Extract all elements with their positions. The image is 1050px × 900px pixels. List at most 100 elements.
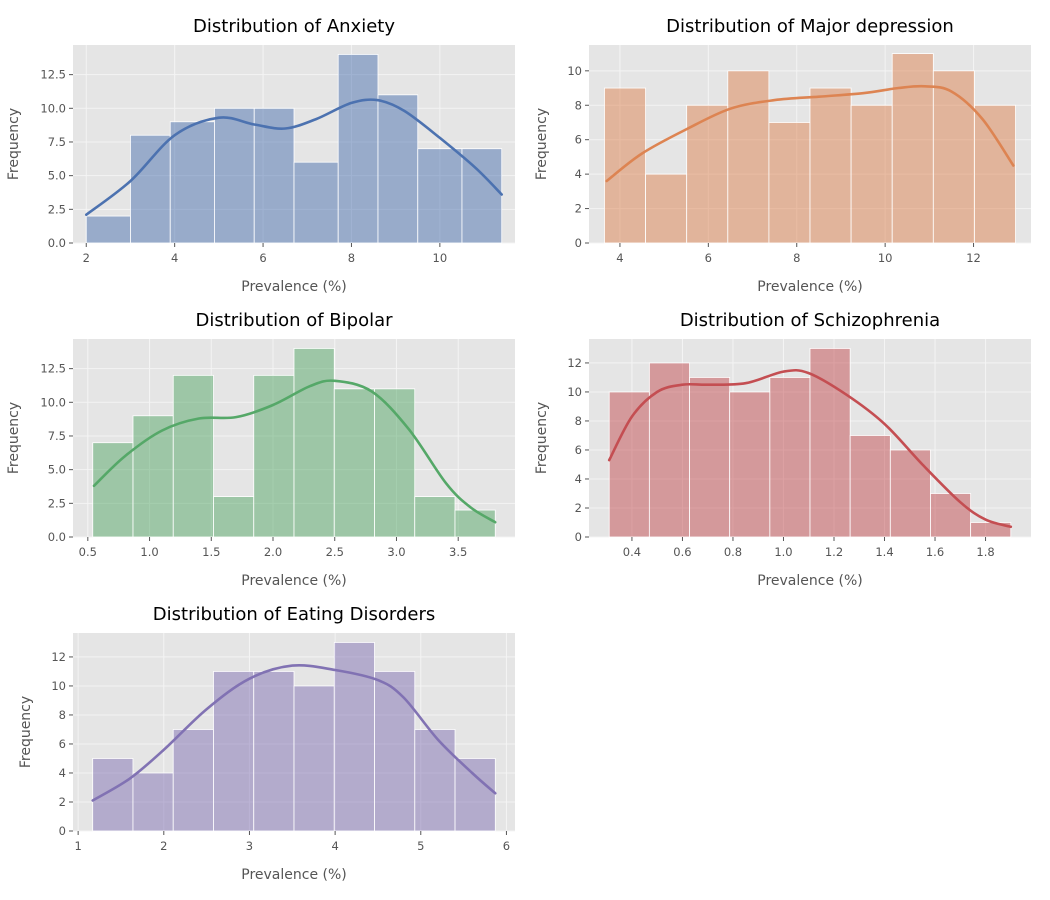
histogram-bar (768, 122, 811, 244)
x-tick-label: 8 (348, 251, 355, 265)
histogram-bar (891, 53, 934, 244)
x-tick-label: 0.6 (673, 545, 691, 559)
histogram-bar (689, 377, 731, 538)
x-tick-label: 4 (331, 839, 338, 853)
x-tick-label: 6 (259, 251, 266, 265)
y-tick-label: 7.5 (48, 429, 66, 443)
histogram-bar (253, 671, 295, 832)
y-tick-label: 0 (59, 824, 66, 838)
histogram-bar (974, 104, 1016, 244)
chart-title: Distribution of Eating Disorders (153, 604, 435, 625)
subplot-4: 0.4 0.6 0.8 1.0 1.2 1.4 1.6 1.8 0 2 4 6 8 10 12 Distrib… (534, 310, 1031, 589)
x-tick-label: 4 (616, 251, 623, 265)
x-tick-label: 2.0 (264, 545, 282, 559)
y-tick-label: 0 (575, 530, 582, 544)
chart-title: Distribution of Major depression (666, 16, 954, 37)
histogram-bar (849, 435, 891, 538)
x-tick-label: 0.5 (79, 545, 97, 559)
histogram-bar (850, 104, 893, 244)
y-tick-label: 4 (59, 766, 66, 780)
x-tick-label: 2 (83, 251, 90, 265)
chart-title: Distribution of Bipolar (195, 310, 393, 331)
y-axis-label: Frequency (534, 402, 550, 474)
y-tick-label: 8 (59, 708, 66, 722)
y-tick-label: 7.5 (48, 135, 66, 149)
x-tick-label: 1.0 (140, 545, 158, 559)
y-tick-label: 6 (59, 737, 66, 751)
histogram-bar (172, 729, 214, 832)
histogram-bar (92, 442, 134, 538)
y-tick-label: 2 (575, 202, 582, 216)
histogram-bar (172, 374, 214, 538)
x-axis-label: Prevalence (%) (241, 279, 347, 295)
x-tick-label: 1.0 (774, 545, 792, 559)
histogram-bar (932, 70, 975, 244)
y-tick-label: 2.5 (48, 496, 66, 510)
y-tick-label: 0.0 (48, 236, 66, 250)
y-tick-label: 0.0 (48, 530, 66, 544)
kde-line (85, 98, 503, 216)
y-tick-label: 4 (575, 472, 582, 486)
y-tick-label: 10 (51, 679, 66, 693)
y-tick-label: 2 (575, 501, 582, 515)
x-tick-label: 3 (246, 839, 253, 853)
x-tick-label: 2.5 (326, 545, 344, 559)
histogram-bar (214, 107, 255, 244)
x-tick-label: 8 (793, 251, 800, 265)
histogram-bar (809, 348, 851, 538)
kde-line (91, 663, 497, 802)
x-tick-label: 0.8 (724, 545, 742, 559)
histogram-bar (809, 87, 852, 244)
histogram-bar (414, 729, 456, 832)
y-axis-label: Frequency (6, 108, 22, 180)
x-tick-label: 3.5 (449, 545, 467, 559)
y-tick-label: 2.5 (48, 202, 66, 216)
y-axis-label: Frequency (534, 108, 550, 180)
y-tick-label: 10 (567, 64, 582, 78)
x-axis-label: Prevalence (%) (757, 279, 863, 295)
subplot-1: 2 4 6 8 10 0.0 2.5 5.0 7.5 10.0 12.5 Distribution o… (6, 16, 515, 295)
chart-title: Distribution of Anxiety (193, 16, 395, 37)
y-tick-label: 0 (575, 236, 582, 250)
x-tick-label: 5 (417, 839, 424, 853)
x-tick-label: 1.8 (976, 545, 994, 559)
histogram-bar (454, 758, 496, 832)
y-tick-label: 8 (575, 414, 582, 428)
y-tick-label: 12.5 (40, 362, 66, 376)
y-tick-label: 6 (575, 133, 582, 147)
x-tick-label: 2 (160, 839, 167, 853)
histogram-bar (727, 70, 770, 244)
kde-line (92, 379, 497, 524)
x-axis-label: Prevalence (%) (241, 867, 347, 883)
histogram-bar (213, 671, 255, 832)
histogram-bar (686, 104, 729, 244)
histogram-bar (132, 415, 174, 538)
y-tick-label: 12.5 (40, 68, 66, 82)
y-tick-label: 4 (575, 167, 582, 181)
subplot-2: 4 6 8 10 12 0 2 4 6 8 10 Distribution of Major depr… (534, 16, 1031, 295)
histogram-bar (130, 134, 171, 244)
histogram-bar (85, 215, 131, 244)
x-axis-label: Prevalence (%) (241, 573, 347, 589)
histogram-bar (461, 148, 503, 244)
histogram-bar (889, 449, 931, 538)
x-tick-label: 12 (966, 251, 981, 265)
y-tick-label: 6 (575, 443, 582, 457)
histogram-bar (769, 377, 811, 538)
x-tick-label: 10 (433, 251, 448, 265)
x-tick-label: 0.4 (623, 545, 641, 559)
y-tick-label: 5.0 (48, 463, 66, 477)
y-tick-label: 12 (51, 650, 66, 664)
histogram-bar (92, 758, 134, 832)
histogram-bar (253, 374, 295, 538)
histogram-bar (374, 671, 416, 832)
histogram-bar (729, 391, 771, 538)
y-axis-label: Frequency (18, 696, 34, 768)
y-tick-label: 10.0 (40, 395, 66, 409)
histogram-bar (132, 772, 174, 832)
y-tick-label: 5.0 (48, 169, 66, 183)
histogram-bar (293, 685, 335, 832)
histogram-bar (337, 54, 379, 244)
